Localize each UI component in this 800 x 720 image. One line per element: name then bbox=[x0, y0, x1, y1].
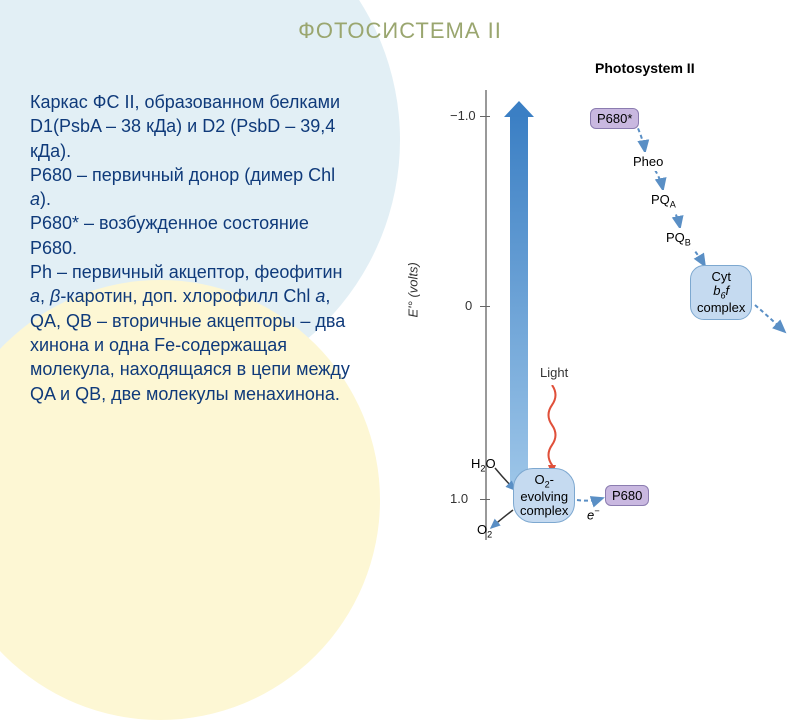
node-pqb: PQB bbox=[660, 228, 697, 250]
description-text: Каркас ФС II, образованном белками D1(Ps… bbox=[30, 90, 360, 406]
o2-label: O2 bbox=[477, 522, 492, 540]
node-p680star: P680* bbox=[590, 108, 639, 129]
page-title: ФОТОСИСТЕМА II bbox=[0, 18, 800, 44]
h2o-label: H2O bbox=[471, 456, 496, 474]
node-p680: P680 bbox=[605, 485, 649, 506]
photosystem-diagram: Photosystem II E'° (volts) −1.0 0 1.0 Li… bbox=[395, 60, 795, 580]
eminus-label: e− bbox=[587, 506, 600, 522]
node-cyt: Cytb6fcomplex bbox=[690, 265, 752, 320]
node-pqa: PQA bbox=[645, 190, 682, 212]
node-pheo: Pheo bbox=[627, 152, 669, 171]
node-o2complex: O2-evolvingcomplex bbox=[513, 468, 575, 523]
